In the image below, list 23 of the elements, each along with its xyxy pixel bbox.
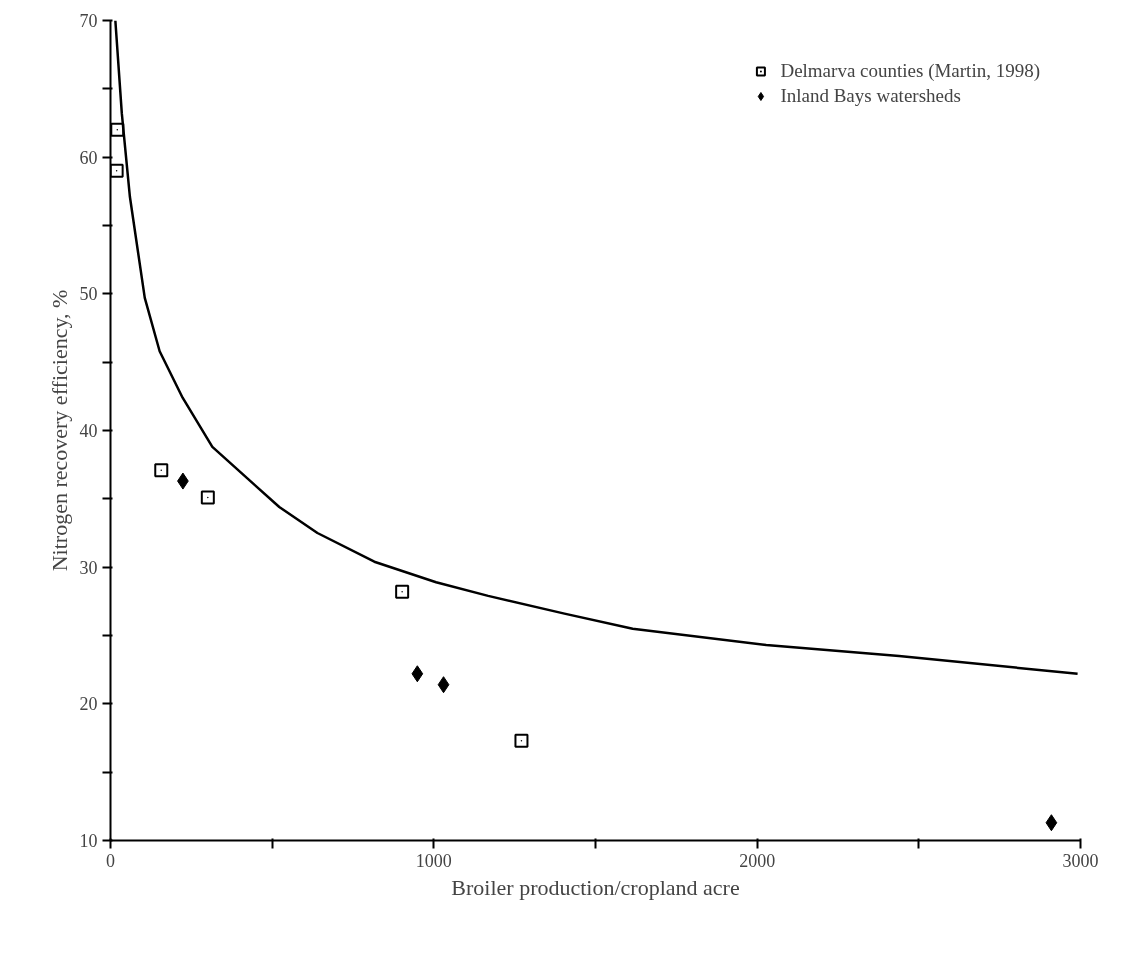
y-tick-label: 10	[79, 831, 98, 851]
y-axis-title: Nitrogen recovery efficiency, %	[46, 289, 72, 572]
x-axis-title: Broiler production/cropland acre	[451, 874, 740, 900]
point	[200, 490, 215, 505]
point	[395, 584, 410, 599]
point	[514, 733, 529, 748]
point	[437, 676, 450, 694]
point	[1045, 814, 1058, 832]
y-tick-label: 70	[79, 11, 98, 31]
x-tick-label: 3000	[1062, 850, 1099, 871]
y-tick-label: 50	[79, 284, 98, 305]
legend-label: Inland Bays watersheds	[780, 85, 961, 107]
point	[154, 463, 169, 478]
x-tick-label: 0	[106, 850, 115, 871]
y-tick-label: 20	[79, 694, 98, 715]
legend-label: Delmarva counties (Martin, 1998)	[780, 60, 1040, 82]
point	[110, 163, 124, 178]
x-tick-label: 1000	[415, 850, 452, 871]
x-tick-label: 2000	[739, 850, 776, 871]
y-tick-label: 60	[79, 147, 98, 168]
y-tick-label: 40	[79, 421, 98, 441]
point	[411, 665, 424, 683]
y-tick-label: 30	[79, 557, 98, 578]
